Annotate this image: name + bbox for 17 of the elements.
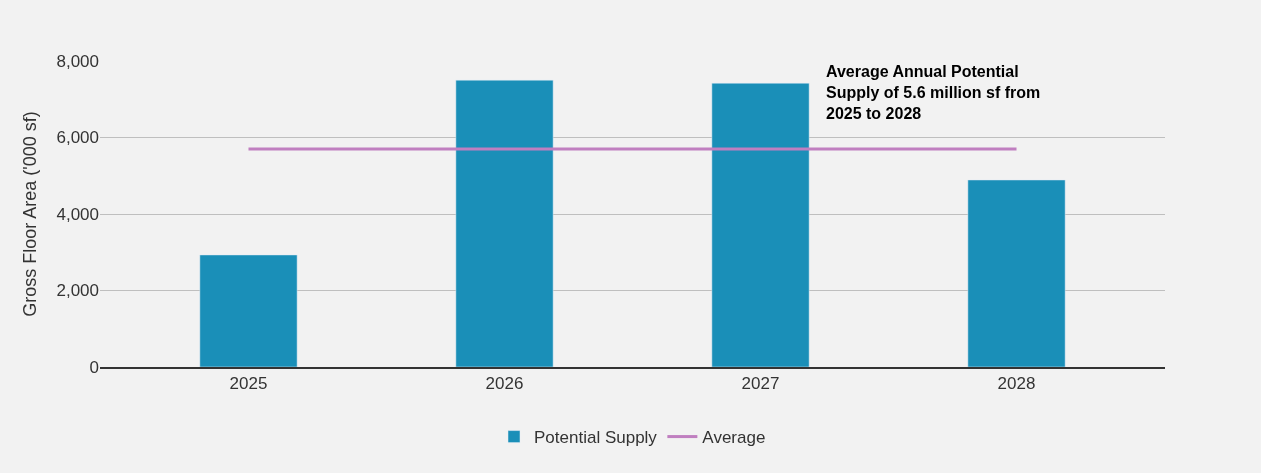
- bar: [455, 79, 554, 367]
- x-tick-label: 2028: [997, 374, 1036, 394]
- y-tick-label: 4,000: [56, 204, 99, 224]
- x-tick-label: 2025: [229, 374, 268, 394]
- bar: [711, 82, 810, 367]
- y-tick-label: 8,000: [56, 51, 99, 71]
- y-tick-label: 6,000: [56, 128, 99, 148]
- x-tick-label: 2027: [741, 374, 780, 394]
- x-tick-label: 2026: [485, 374, 524, 394]
- y-tick-label: 2,000: [56, 281, 99, 301]
- legend-label: Average: [702, 428, 766, 448]
- y-axis-title: Gross Floor Area ('000 sf): [19, 111, 40, 317]
- y-tick-label: 0: [89, 357, 99, 377]
- legend-label: Potential Supply: [534, 428, 658, 448]
- bar: [967, 179, 1066, 367]
- bar: [199, 254, 298, 367]
- annotation: Average Annual Potential Supply of 5.6 million sf from 2025 to 2028: [826, 63, 1041, 122]
